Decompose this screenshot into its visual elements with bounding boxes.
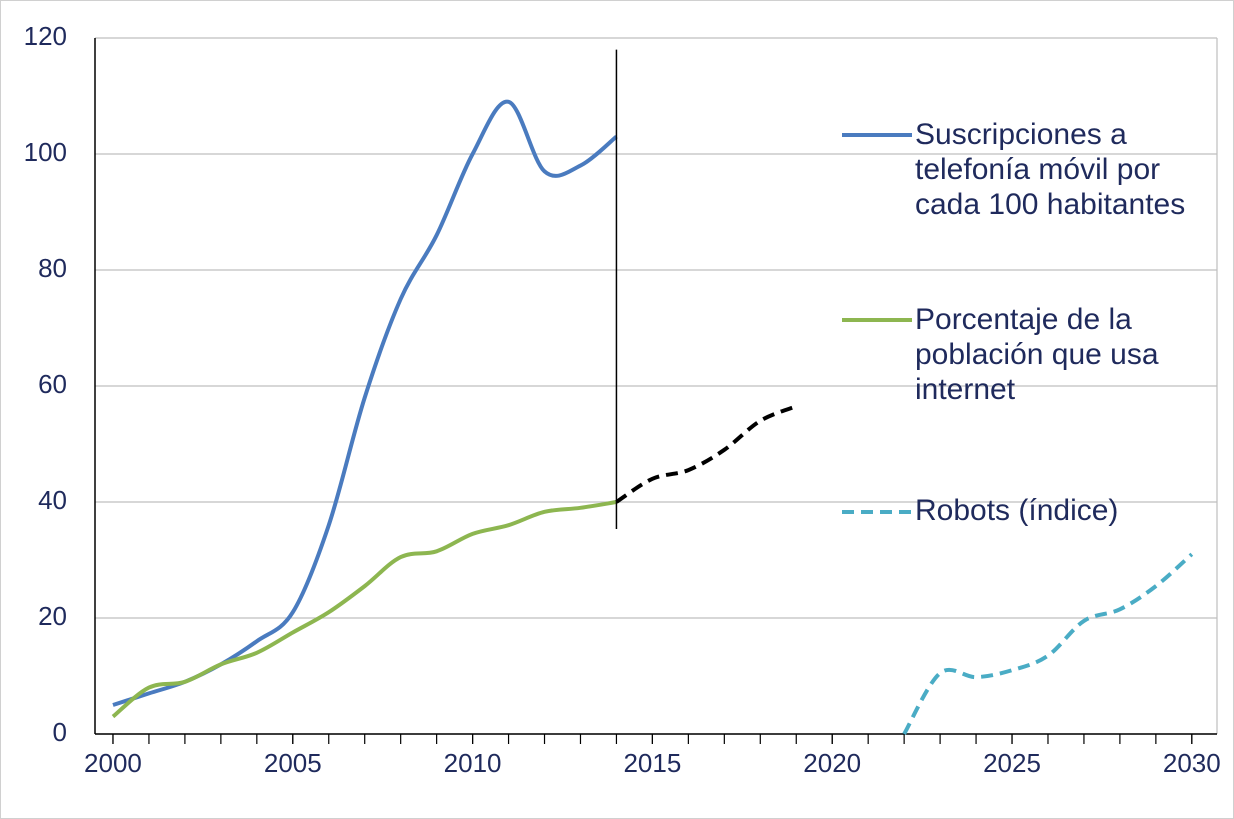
y-tick-label: 60 xyxy=(38,369,67,399)
x-tick-label: 2000 xyxy=(84,748,142,778)
legend-label: Robots (índice) xyxy=(915,494,1119,527)
y-tick-label: 0 xyxy=(53,717,67,747)
x-tick-label: 2020 xyxy=(803,748,861,778)
series-line xyxy=(902,552,1194,736)
x-tick-label: 2030 xyxy=(1163,748,1221,778)
x-tick-label: 2025 xyxy=(983,748,1041,778)
y-tick-label: 100 xyxy=(24,137,67,167)
series-line xyxy=(112,99,618,707)
series-line xyxy=(111,500,617,719)
x-tick-label: 2010 xyxy=(444,748,502,778)
x-tick-label: 2005 xyxy=(264,748,322,778)
y-tick-label: 120 xyxy=(24,21,67,51)
series-line xyxy=(615,404,797,504)
legend-label: Suscripciones a telefonía móvil por cada… xyxy=(915,118,1186,221)
y-tick-label: 40 xyxy=(38,485,67,515)
y-tick-label: 20 xyxy=(38,601,67,631)
y-tick-label: 80 xyxy=(38,253,67,283)
legend-label: Porcentaje de la población que usa inter… xyxy=(915,303,1159,406)
x-tick-label: 2015 xyxy=(623,748,681,778)
